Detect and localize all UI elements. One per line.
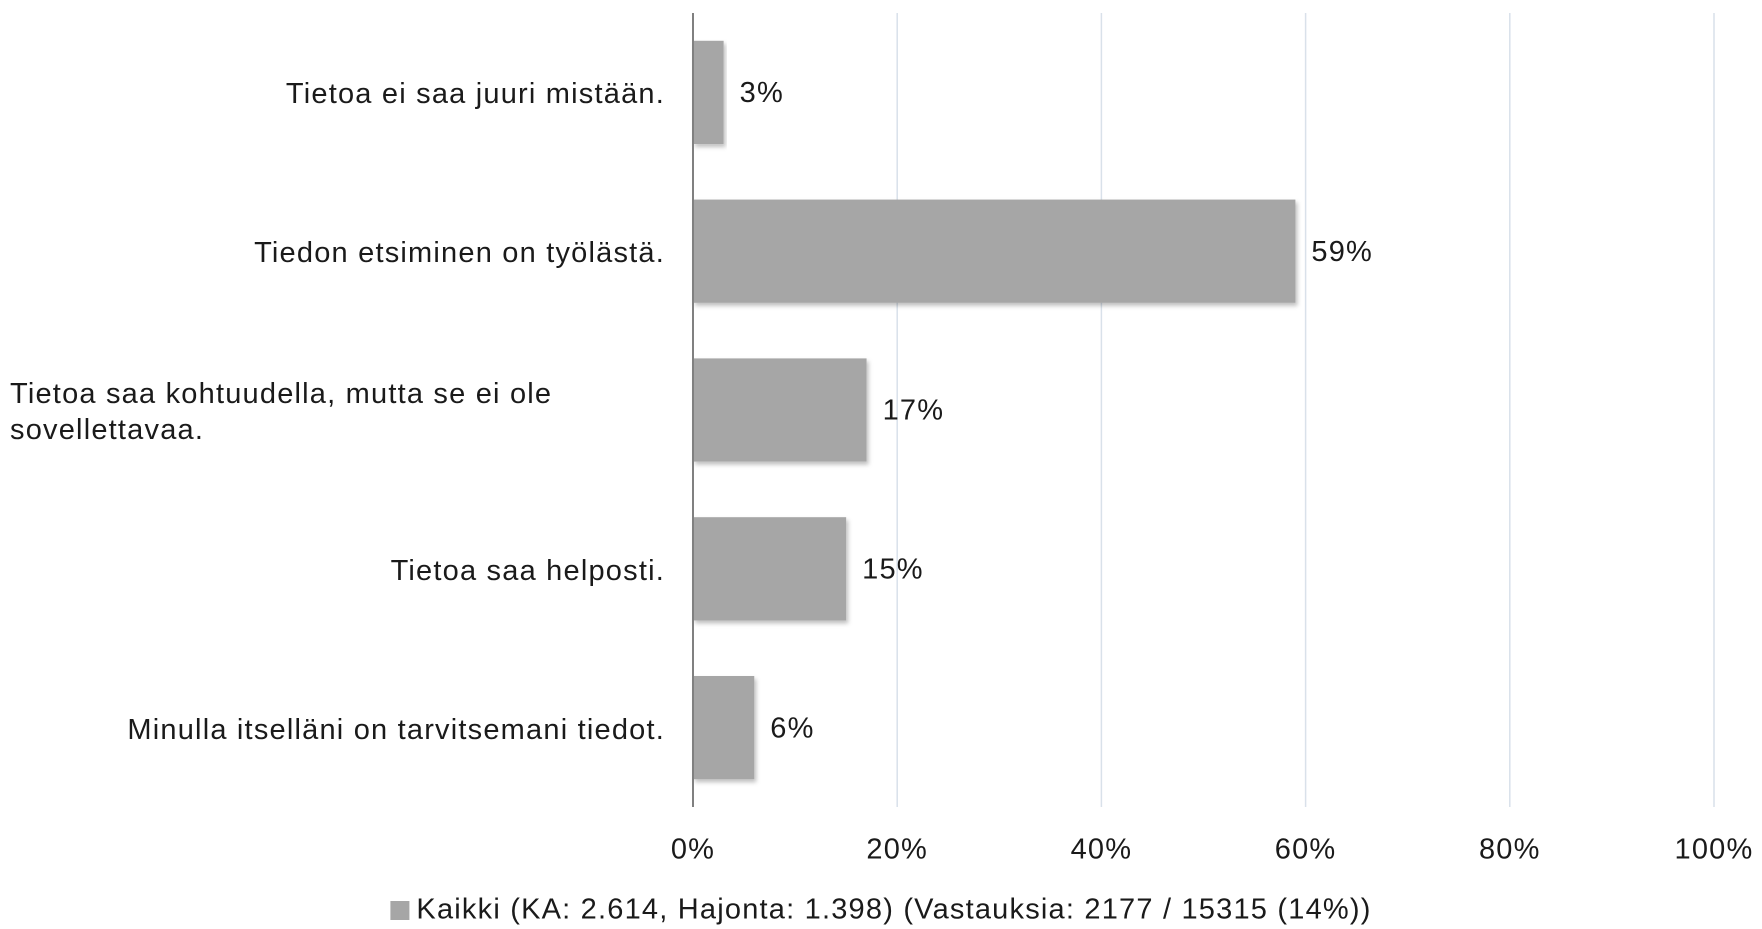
data-label: 17% xyxy=(883,395,945,427)
legend-swatch xyxy=(390,901,410,920)
bar xyxy=(693,517,847,621)
category-text: Tietoa saa helposti. xyxy=(390,554,665,587)
category-text: Tietoa ei saa juuri mistään. xyxy=(285,78,665,111)
x-tick-label: 100% xyxy=(1675,834,1754,866)
x-tick-label: 60% xyxy=(1275,834,1337,866)
x-tick-label: 40% xyxy=(1071,834,1133,866)
x-tick-label: 80% xyxy=(1479,834,1541,866)
data-label: 59% xyxy=(1311,236,1373,268)
category-label: Minulla itselläni on tarvitsemani tiedot… xyxy=(10,712,665,748)
data-label: 6% xyxy=(770,712,814,744)
category-label: Tietoa saa kohtuudella, mutta se ei ole … xyxy=(10,376,665,448)
category-text: Tietoa saa kohtuudella, mutta se ei ole … xyxy=(10,378,553,446)
data-label: 15% xyxy=(862,553,924,585)
x-tick-label: 0% xyxy=(671,834,715,866)
category-label: Tietoa ei saa juuri mistään. xyxy=(10,76,665,112)
category-text: Minulla itselläni on tarvitsemani tiedot… xyxy=(127,713,665,746)
legend-text: Kaikki (KA: 2.614, Hajonta: 1.398) (Vast… xyxy=(416,894,1371,926)
x-tick-label: 20% xyxy=(866,834,928,866)
bar xyxy=(693,199,1296,303)
category-label: Tietoa saa helposti. xyxy=(10,553,665,589)
category-label: Tiedon etsiminen on työlästä. xyxy=(10,235,665,271)
bar xyxy=(693,40,724,145)
data-label: 3% xyxy=(740,77,784,109)
bar xyxy=(693,675,755,780)
bar xyxy=(693,358,867,462)
category-text: Tiedon etsiminen on työlästä. xyxy=(254,237,665,270)
